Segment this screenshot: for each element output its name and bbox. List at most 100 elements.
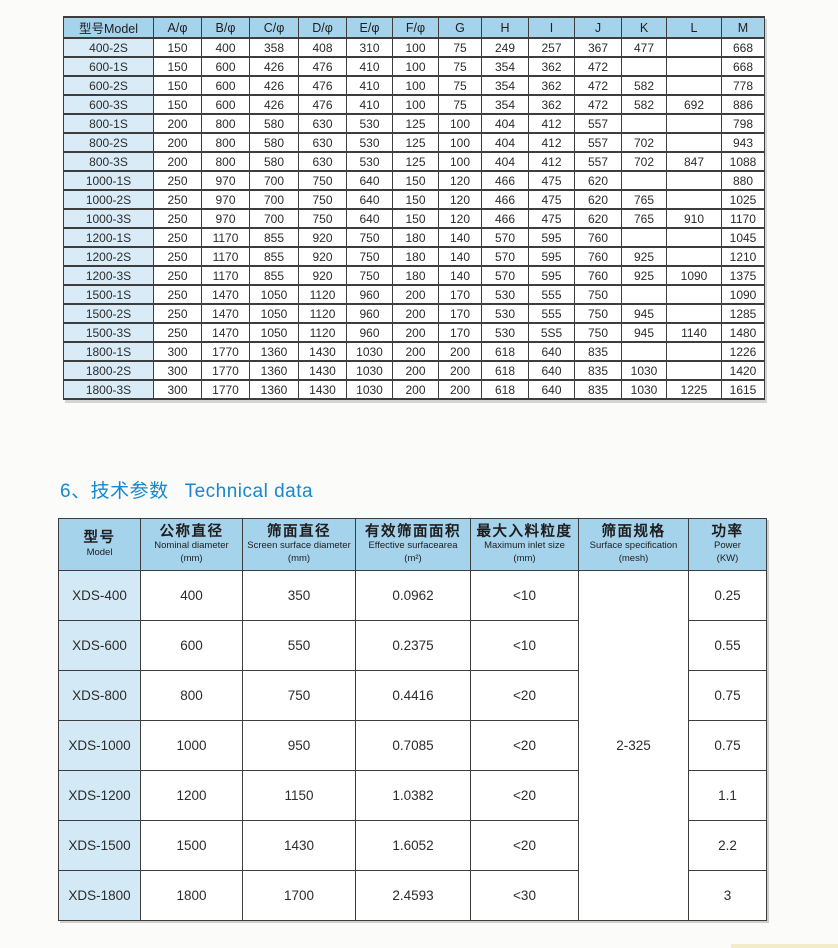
dim-value-cell: 835 [574, 360, 622, 381]
dim-value-cell: 750 [346, 246, 393, 267]
dim-value-cell [621, 56, 667, 77]
tech-model-cell: XDS-1800 [58, 870, 141, 921]
dim-value-cell: 250 [153, 246, 202, 267]
dim-value-cell: 945 [621, 322, 667, 343]
tech-table-row: XDS-1800 1800 1700 2.4593 <30 3 [58, 870, 767, 921]
dim-value-cell: 570 [481, 227, 529, 248]
dim-value-cell: 1030 [346, 341, 393, 362]
dim-value-cell: 150 [153, 94, 202, 115]
dim-value-cell: 466 [481, 189, 529, 210]
dim-value-cell: 200 [392, 379, 439, 400]
tech-value-cell: 0.75 [688, 720, 767, 771]
dim-value-cell: 750 [298, 189, 347, 210]
dim-value-cell: 640 [528, 341, 575, 362]
dim-value-cell: 200 [438, 341, 482, 362]
dim-value-cell: 472 [574, 75, 622, 96]
dim-value-cell: 1430 [298, 379, 347, 400]
dim-value-cell: 925 [621, 246, 667, 267]
dimension-table-body: 400-2S 150 400 358 408 310 100 75 249 257 367 477 66… [63, 37, 765, 400]
dim-table-row: 1800-3S 300 1770 1360 1430 1030 200 200 618 640 83… [63, 379, 765, 400]
tech-value-cell: <20 [470, 820, 579, 871]
tech-table-row: XDS-600 600 550 0.2375 <10 0.55 [58, 620, 767, 671]
dim-value-cell: 835 [574, 379, 622, 400]
dim-value-cell: 800 [201, 132, 250, 153]
dim-value-cell: 620 [574, 189, 622, 210]
dim-value-cell: 412 [528, 151, 575, 172]
dim-value-cell: 800 [201, 151, 250, 172]
dim-model-cell: 800-3S [63, 151, 154, 172]
dim-value-cell: 466 [481, 170, 529, 191]
dim-value-cell: 750 [574, 322, 622, 343]
dim-value-cell [666, 189, 722, 210]
dim-value-cell [666, 37, 722, 58]
tech-header-screen-surface-diameter: 筛面直径 Screen surface diameter (mm) [242, 518, 356, 571]
dim-value-cell: 404 [481, 132, 529, 153]
tech-model-cell: XDS-1000 [58, 720, 141, 771]
tech-table-row: XDS-400 400 350 0.0962 <10 2-325 0.25 [58, 570, 767, 921]
dim-model-cell: 1800-1S [63, 341, 154, 362]
tech-value-cell: 1500 [140, 820, 243, 871]
tech-model-cell: XDS-1500 [58, 820, 141, 871]
dim-value-cell: 750 [346, 227, 393, 248]
dim-value-cell: 410 [346, 94, 393, 115]
tech-value-cell: 400 [140, 570, 243, 621]
dim-header-col: C/φ [249, 16, 299, 39]
section-title: 6、技术参数 Technical data [60, 476, 313, 503]
dim-value-cell: 150 [153, 37, 202, 58]
dim-value-cell: 630 [298, 132, 347, 153]
dim-value-cell: 620 [574, 170, 622, 191]
tech-value-cell: 1.6052 [355, 820, 471, 871]
dim-value-cell: 668 [721, 56, 765, 77]
dim-model-cell: 1200-2S [63, 246, 154, 267]
dim-model-cell: 800-2S [63, 132, 154, 153]
tech-value-cell: 1700 [242, 870, 356, 921]
dim-value-cell: 1770 [201, 379, 250, 400]
dim-value-cell: 250 [153, 303, 202, 324]
tech-header-zh-label: 有效筛面面积 [365, 523, 461, 540]
tech-header-unit-label: (mm) [180, 552, 203, 564]
dim-value-cell: 1090 [721, 284, 765, 305]
dim-header-col: L [666, 16, 722, 39]
tech-value-cell: 750 [242, 670, 356, 721]
dim-value-cell: 75 [438, 37, 482, 58]
dim-value-cell: 140 [438, 246, 482, 267]
dim-value-cell: 530 [346, 151, 393, 172]
dim-value-cell: 1120 [298, 284, 347, 305]
dim-value-cell: 640 [346, 208, 393, 229]
dim-value-cell: 120 [438, 189, 482, 210]
dim-value-cell: 1140 [666, 322, 722, 343]
tech-value-cell: 1.1 [688, 770, 767, 821]
dim-table-row: 1000-1S 250 970 700 750 640 150 120 466 475 620 880 [63, 170, 765, 191]
tech-value-cell: <10 [470, 570, 579, 621]
dim-value-cell: 100 [438, 151, 482, 172]
tech-header-en-label: Surface specification [589, 540, 678, 552]
dim-value-cell: 1050 [249, 284, 299, 305]
dim-value-cell: 1360 [249, 341, 299, 362]
dim-value-cell: 760 [574, 246, 622, 267]
dim-value-cell [666, 113, 722, 134]
dim-value-cell [666, 246, 722, 267]
dim-value-cell: 668 [721, 37, 765, 58]
dim-value-cell: 5S5 [528, 322, 575, 343]
dim-value-cell: 300 [153, 341, 202, 362]
tech-header-en-label: Power [714, 540, 741, 552]
dim-value-cell: 580 [249, 132, 299, 153]
dim-value-cell: 125 [392, 151, 439, 172]
tech-value-cell: 0.4416 [355, 670, 471, 721]
dim-value-cell: 618 [481, 341, 529, 362]
dim-value-cell: 1770 [201, 341, 250, 362]
dim-value-cell [621, 113, 667, 134]
tech-header-surface-specification: 筛面规格 Surface specification (mesh) [578, 518, 689, 571]
tech-table-row: XDS-800 800 750 0.4416 <20 0.75 [58, 670, 767, 721]
dim-value-cell [621, 227, 667, 248]
dim-value-cell: 1430 [298, 360, 347, 381]
dim-value-cell: 362 [528, 56, 575, 77]
dim-value-cell: 960 [346, 284, 393, 305]
dim-value-cell: 847 [666, 151, 722, 172]
tech-value-cell: <10 [470, 620, 579, 671]
tech-value-cell: <30 [470, 870, 579, 921]
dim-value-cell: 75 [438, 56, 482, 77]
dim-value-cell: 150 [153, 75, 202, 96]
dim-value-cell: 765 [621, 208, 667, 229]
dimension-table: 型号Model A/φ B/φ C/φ D/φ E/φ F/φ G H I J K L M 400-2S 1… [63, 16, 765, 400]
